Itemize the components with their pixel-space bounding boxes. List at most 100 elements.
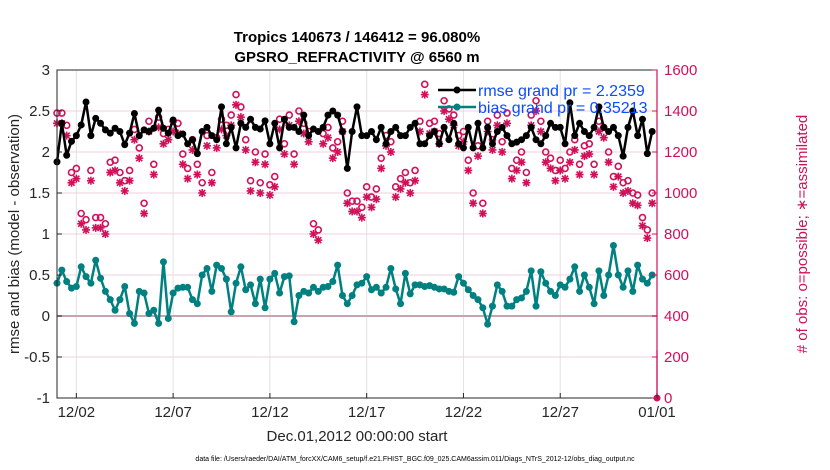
bias-point <box>537 268 545 276</box>
rmse-point <box>397 132 405 140</box>
bias-point <box>348 292 356 299</box>
asterisk-stroke <box>392 193 400 201</box>
rmse-point <box>358 132 366 140</box>
x-tick-label: 12/27 <box>541 404 579 421</box>
y-axis-label-right: # of obs: o=possible; ∗=assimilated <box>794 115 811 354</box>
bias-point <box>87 279 95 287</box>
rmse-point <box>488 140 496 148</box>
rmse-point <box>280 115 288 123</box>
possible-obs-marker <box>251 148 260 156</box>
assimilated-obs-marker <box>357 213 366 222</box>
bias-point <box>459 279 467 287</box>
bias-point <box>358 279 366 287</box>
possible-obs-marker <box>241 135 250 144</box>
bias-point <box>126 310 134 318</box>
assimilated-obs-marker <box>638 221 647 230</box>
assimilated-obs-marker <box>599 133 608 142</box>
asterisk-stroke <box>590 170 598 179</box>
rmse-point <box>222 140 230 148</box>
possible-obs-marker <box>140 199 148 208</box>
asterisk-stroke <box>261 160 269 168</box>
asterisk-stroke <box>271 183 279 191</box>
rmse-point <box>377 123 385 131</box>
rmse-point <box>271 119 279 127</box>
asterisk-stroke <box>280 150 288 158</box>
rmse-point <box>411 119 419 127</box>
asterisk-stroke <box>358 214 366 222</box>
possible-obs-marker <box>91 213 100 222</box>
bias-point <box>324 282 332 290</box>
asterisk-stroke <box>372 195 380 203</box>
asterisk-stroke <box>82 226 90 234</box>
bias-point <box>150 306 158 314</box>
rmse-point <box>421 140 429 148</box>
possible-obs-marker <box>67 168 76 177</box>
x-tick-label: 12/02 <box>58 404 96 421</box>
assimilated-obs-marker <box>207 178 216 187</box>
bias-point <box>203 264 211 272</box>
assimilated-obs-marker <box>203 141 211 150</box>
assimilated-obs-marker <box>444 115 453 124</box>
possible-obs-marker <box>333 137 342 146</box>
asterisk-stroke <box>445 115 453 123</box>
rmse-point <box>537 140 545 148</box>
possible-obs-marker <box>503 109 511 117</box>
assimilated-obs-marker <box>546 164 555 173</box>
rmse-point <box>218 103 226 111</box>
x-tick-label: 12/17 <box>348 404 386 421</box>
rmse-point <box>474 119 482 127</box>
y-tick-label: 2.5 <box>29 103 50 120</box>
bias-point <box>629 287 637 295</box>
assimilated-obs-marker <box>609 182 618 191</box>
assimilated-obs-marker <box>256 189 265 197</box>
y-tick-label: 3 <box>42 62 50 79</box>
rmse-point <box>430 128 438 135</box>
bias-point <box>227 308 235 316</box>
bias-point <box>159 258 167 266</box>
asterisk-stroke <box>643 234 651 242</box>
rmse-point <box>629 107 637 115</box>
y-tick-label: 1.5 <box>29 185 50 202</box>
bias-point <box>372 283 380 291</box>
assimilated-obs-marker <box>333 148 342 156</box>
bias-point <box>455 273 463 281</box>
assimilated-obs-marker <box>440 107 449 115</box>
possible-obs-marker <box>532 96 540 105</box>
asterisk-stroke <box>377 164 385 172</box>
rmse-point <box>605 128 613 135</box>
bias-point <box>450 288 458 296</box>
possible-obs-marker <box>290 150 298 158</box>
bias-point <box>218 264 226 272</box>
rmse-point <box>314 128 322 135</box>
rmse-point <box>68 137 76 145</box>
possible-obs-marker <box>135 144 144 152</box>
asterisk-stroke <box>126 177 134 185</box>
bias-point <box>508 302 516 310</box>
rmse-point <box>82 98 90 106</box>
rmse-point <box>227 123 235 131</box>
rmse-point <box>479 144 487 152</box>
rmse-point <box>416 140 424 148</box>
assimilated-obs-marker <box>406 189 415 197</box>
asterisk-stroke <box>208 179 216 187</box>
assimilated-obs-marker <box>503 119 511 128</box>
possible-obs-marker <box>96 213 105 222</box>
rmse-point <box>237 119 245 127</box>
assimilated-obs-marker <box>125 176 134 185</box>
asterisk-stroke <box>111 166 119 175</box>
possible-obs-marker <box>517 148 526 156</box>
asterisk-stroke <box>469 199 477 207</box>
bias-point <box>184 283 192 291</box>
asterisk-stroke <box>367 203 376 211</box>
asterisk-stroke <box>479 209 487 218</box>
rmse-point <box>150 124 158 132</box>
bias-point <box>271 269 279 277</box>
bias-point <box>392 285 400 293</box>
rmse-point <box>208 132 216 140</box>
bias-point <box>314 287 322 295</box>
rmse-point <box>401 132 409 140</box>
possible-obs-marker <box>362 183 371 191</box>
assimilated-obs-marker <box>401 178 410 187</box>
assimilated-obs-marker <box>386 148 395 156</box>
rmse-point <box>464 123 472 131</box>
